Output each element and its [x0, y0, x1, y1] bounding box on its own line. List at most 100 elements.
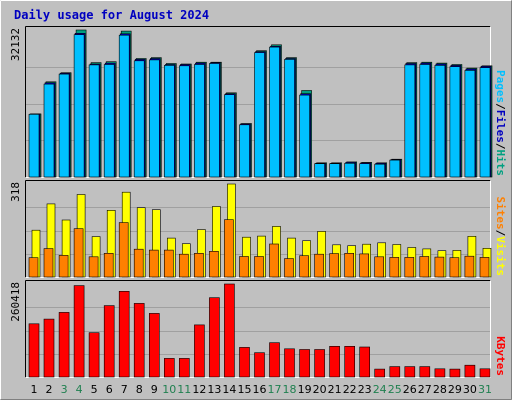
bar-pages-day-2 — [43, 83, 55, 178]
bar-kbytes-day-26 — [404, 366, 416, 378]
bar-pages-day-10 — [164, 65, 175, 178]
bar-sites-day-17 — [269, 243, 279, 278]
x-tick-label-day-29: 29 — [448, 383, 462, 396]
bar-kbytes-day-3 — [58, 312, 70, 378]
bar-kbytes-day-14 — [224, 283, 235, 378]
bar-sites-day-8 — [133, 248, 144, 278]
chart-panels: 32132Pages/Files/Hits318Sites/Visits2604… — [9, 26, 507, 378]
bar-sites-day-6 — [103, 253, 114, 278]
chart-title: Daily usage for August 2024 — [14, 8, 209, 22]
x-tick-label-day-24: 24 — [373, 383, 387, 396]
bar-sites-day-14 — [224, 219, 234, 278]
bar-kbytes-day-15 — [239, 347, 250, 378]
bar-kbytes-day-9 — [149, 313, 160, 378]
legend-separator: / — [494, 103, 507, 110]
bar-pages-day-26 — [404, 64, 416, 178]
bar-sites-day-20 — [314, 253, 324, 278]
legend-sites: Sites — [494, 197, 507, 230]
x-tick-label-day-22: 22 — [343, 383, 357, 396]
bar-pages-day-1 — [28, 114, 40, 178]
x-tick-label-day-14: 14 — [222, 383, 236, 396]
bar-sites-day-30 — [464, 255, 475, 278]
bar-kbytes-day-7 — [118, 290, 130, 378]
x-tick-label-day-7: 7 — [121, 383, 128, 396]
bar-sites-day-21 — [329, 253, 339, 278]
bar-sites-day-23 — [359, 253, 370, 278]
x-tick-label-day-10: 10 — [162, 383, 176, 396]
x-axis-day-labels: 1 2 3 4 5 6 7 8 9 10 11 12 13 14 15 16 17 18 19 20 21 22 23 24 2… — [31, 383, 493, 396]
x-tick-label-day-28: 28 — [433, 383, 447, 396]
bar-pages-day-25 — [389, 159, 401, 178]
bar-pages-day-22 — [344, 163, 356, 178]
bar-pages-day-18 — [284, 59, 295, 178]
x-tick-label-day-25: 25 — [388, 383, 402, 396]
bar-pages-day-7 — [118, 34, 130, 178]
x-tick-label-day-13: 13 — [207, 383, 221, 396]
bar-pages-day-15 — [239, 124, 250, 178]
x-tick-label-day-11: 11 — [177, 383, 191, 396]
bar-kbytes-day-28 — [434, 368, 446, 378]
bar-sites-day-11 — [179, 253, 189, 278]
bar-sites-day-24 — [374, 256, 385, 278]
bar-pages-day-30 — [464, 70, 476, 178]
bar-pages-day-6 — [103, 64, 115, 178]
bar-kbytes-day-30 — [464, 364, 476, 378]
bar-sites-day-3 — [58, 255, 69, 278]
y-max-label: 260418 — [9, 282, 22, 322]
bar-sites-day-27 — [419, 256, 430, 278]
x-tick-label-day-21: 21 — [328, 383, 342, 396]
bar-kbytes-day-11 — [179, 358, 190, 378]
bar-kbytes-day-12 — [194, 324, 205, 378]
bar-sites-day-15 — [239, 256, 249, 278]
bar-sites-day-12 — [194, 253, 204, 278]
bar-kbytes-day-5 — [88, 332, 100, 378]
bar-kbytes-day-27 — [419, 366, 431, 378]
bar-sites-day-19 — [299, 255, 309, 278]
x-tick-label-day-3: 3 — [61, 383, 68, 396]
x-tick-label-day-4: 4 — [76, 383, 83, 396]
x-tick-label-day-2: 2 — [46, 383, 53, 396]
bar-kbytes-day-13 — [209, 297, 220, 378]
legend-pages: Pages — [494, 70, 507, 103]
x-tick-label-day-20: 20 — [313, 383, 327, 396]
x-tick-label-day-17: 17 — [268, 383, 282, 396]
bar-sites-day-9 — [149, 249, 159, 278]
bar-kbytes-day-16 — [254, 352, 265, 378]
x-tick-label-day-12: 12 — [192, 383, 206, 396]
bar-sites-day-26 — [404, 257, 415, 278]
bar-pages-day-29 — [449, 66, 461, 178]
bar-pages-day-14 — [224, 94, 235, 178]
x-tick-label-day-16: 16 — [253, 383, 267, 396]
bar-sites-day-16 — [254, 256, 264, 278]
bar-pages-day-12 — [194, 64, 205, 178]
bar-pages-day-16 — [254, 52, 265, 178]
bar-sites-day-2 — [43, 248, 54, 278]
x-tick-label-day-23: 23 — [358, 383, 372, 396]
bar-pages-day-24 — [374, 163, 386, 178]
bar-pages-day-20 — [314, 163, 325, 178]
bar-kbytes-day-19 — [299, 349, 310, 378]
bar-pages-day-13 — [209, 63, 220, 178]
bar-sites-day-5 — [88, 256, 99, 278]
bar-pages-day-31 — [479, 67, 491, 178]
bar-pages-day-4 — [73, 34, 85, 178]
bar-kbytes-day-25 — [389, 366, 401, 378]
bar-pages-day-28 — [434, 65, 446, 178]
bar-pages-day-5 — [88, 64, 100, 178]
bar-sites-day-18 — [284, 258, 294, 278]
bar-kbytes-day-22 — [344, 345, 356, 378]
bar-kbytes-day-24 — [374, 368, 386, 378]
bar-pages-day-21 — [329, 163, 340, 178]
bar-sites-day-28 — [434, 256, 445, 278]
y-max-label: 32132 — [9, 28, 22, 61]
legend-hits: Hits — [494, 150, 507, 177]
x-tick-label-day-9: 9 — [151, 383, 158, 396]
bar-kbytes-day-2 — [43, 318, 55, 378]
bar-pages-day-8 — [133, 60, 145, 178]
bar-kbytes-day-29 — [449, 368, 461, 378]
x-tick-label-day-31: 31 — [478, 383, 492, 396]
bar-sites-day-22 — [344, 253, 355, 278]
bar-kbytes-day-4 — [73, 285, 85, 378]
